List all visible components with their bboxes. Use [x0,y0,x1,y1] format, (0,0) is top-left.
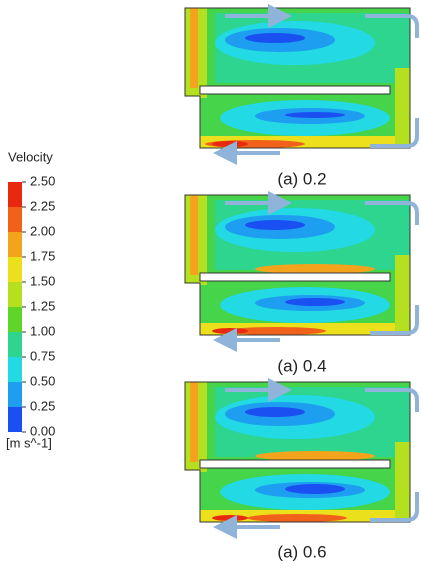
field [255,451,375,461]
colorbar-label: 1.50 [30,273,55,288]
contour-field [185,8,410,148]
colorbar-label: 2.50 [30,173,55,188]
field [212,515,248,521]
domain-outline [184,7,411,149]
field [212,141,248,147]
colorbar-label: 1.75 [30,248,55,263]
field [190,195,198,275]
field [395,68,410,148]
colorbar-segment [8,182,22,207]
flow-arrow [370,492,419,522]
baffle [199,272,391,282]
field [285,298,345,306]
colorbar-label: 1.25 [30,298,55,313]
colorbar: 2.50 2.25 2.00 1.75 1.50 1.25 1.00 0.75 0.50 0.25… [8,173,55,438]
field [285,112,345,118]
field [190,382,198,462]
legend-unit: [m s^-1] [6,435,52,450]
colorbar-segment [8,357,22,382]
flow-arrow [365,201,419,225]
colorbar-segment [8,207,22,232]
contour-panel [184,378,419,539]
field [395,255,410,335]
colorbar-segment [8,332,22,357]
domain-outline [184,381,411,523]
contour-panel [184,191,419,352]
panel-caption: (a) 0.2 [277,169,326,188]
colorbar-segment [8,257,22,282]
field [245,220,305,230]
panels: (a) 0.2 (a) 0.4 (a) 0.6 [184,4,419,561]
field [245,407,305,417]
field [190,8,198,88]
panel-caption: (a) 0.4 [277,356,326,375]
colorbar-label: 0.75 [30,348,55,363]
colorbar-label: 0.50 [30,373,55,388]
field [285,484,345,494]
colorbar-segment [8,282,22,307]
field [245,33,305,43]
field [226,327,326,335]
colorbar-label: 2.00 [30,223,55,238]
baffle [199,459,391,469]
flow-arrow [370,305,419,335]
flow-arrow [370,118,419,148]
colorbar-label: 2.25 [30,198,55,213]
field [247,514,347,522]
colorbar-label: 0.00 [30,423,55,438]
colorbar-label: 0.25 [30,398,55,413]
baffle [199,85,391,95]
legend-title: Velocity [8,149,53,164]
contour-field [185,195,410,335]
contour-field [185,382,410,522]
colorbar-segment [8,382,22,407]
colorbar-segment [8,232,22,257]
colorbar-segment [8,407,22,432]
colorbar-segment [8,307,22,332]
contour-panel [184,4,419,165]
flow-arrow [365,388,419,412]
field [395,442,410,522]
panel-caption: (a) 0.6 [277,542,326,561]
colorbar-label: 1.00 [30,323,55,338]
field [212,328,248,334]
field [255,264,375,274]
flow-arrow [365,14,419,38]
domain-outline [184,194,411,336]
